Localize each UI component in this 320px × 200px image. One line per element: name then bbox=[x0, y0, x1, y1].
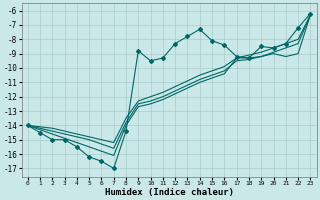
X-axis label: Humidex (Indice chaleur): Humidex (Indice chaleur) bbox=[105, 188, 234, 197]
